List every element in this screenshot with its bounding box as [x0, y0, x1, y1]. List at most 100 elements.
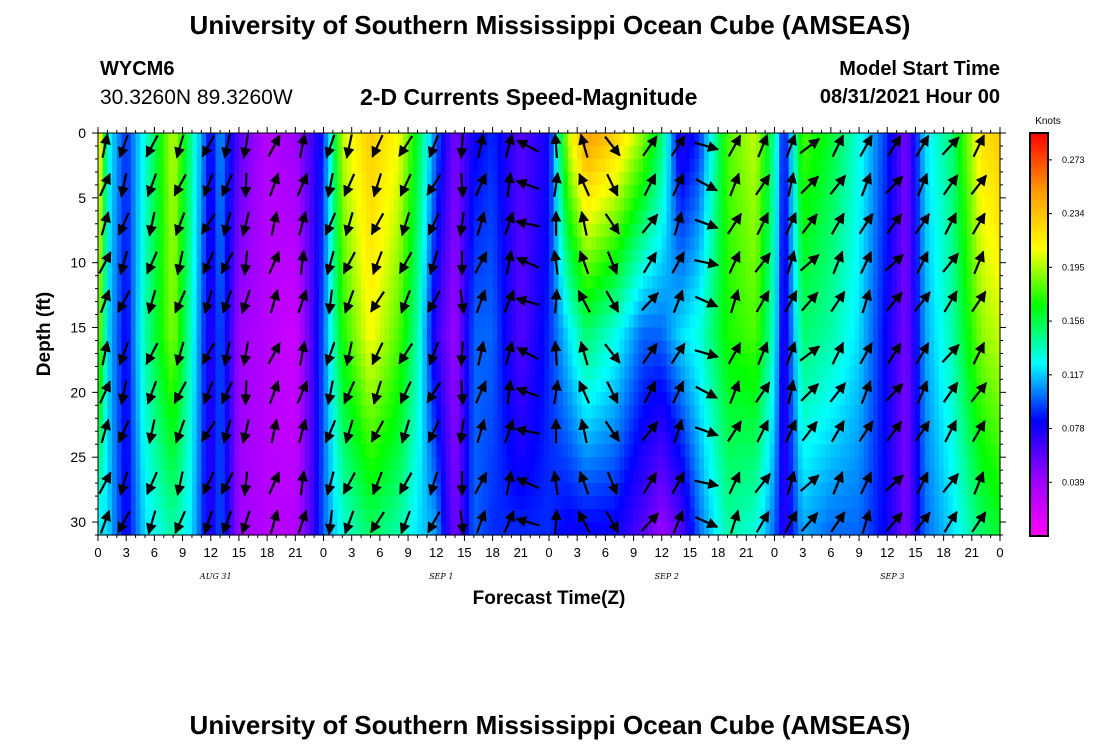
heatmap-cell: [751, 158, 757, 173]
heatmap-cell: [492, 340, 498, 355]
heatmap-cell: [520, 145, 527, 160]
heatmap-cell: [238, 327, 245, 342]
heatmap-cell: [107, 522, 113, 536]
heatmap-cell: [389, 483, 395, 497]
heatmap-cell: [492, 197, 498, 212]
heatmap-cell: [595, 405, 602, 419]
heatmap-cell: [666, 418, 672, 432]
heatmap-cell: [163, 133, 170, 147]
heatmap-cell: [497, 353, 503, 368]
heatmap-cell: [356, 379, 362, 393]
heatmap-cell: [238, 405, 245, 419]
heatmap-cell: [638, 171, 644, 186]
heatmap-cell: [154, 158, 160, 173]
heatmap-cell: [422, 431, 428, 445]
heatmap-cell: [196, 197, 202, 212]
heatmap-cell: [379, 249, 386, 264]
heatmap-cell: [300, 236, 306, 251]
heatmap-cell: [455, 184, 461, 199]
heatmap-cell: [304, 496, 311, 510]
heatmap-cell: [741, 288, 747, 303]
heatmap-cell: [412, 236, 419, 251]
heatmap-cell: [727, 275, 733, 290]
heatmap-cell: [821, 301, 827, 316]
heatmap-cell: [140, 366, 146, 380]
heatmap-cell: [177, 444, 184, 458]
heatmap-cell: [422, 496, 428, 510]
heatmap-cell: [502, 249, 508, 264]
heatmap-cell: [445, 184, 451, 199]
heatmap-cell: [168, 496, 174, 510]
heatmap-cell: [722, 366, 729, 380]
heatmap-cell: [135, 145, 141, 160]
heatmap-cell: [253, 327, 259, 342]
heatmap-cell: [168, 275, 174, 290]
heatmap-cell: [807, 457, 813, 471]
heatmap-cell: [624, 457, 630, 471]
heatmap-cell: [520, 288, 527, 303]
model-start-value: 08/31/2021 Hour 00: [819, 86, 1000, 108]
heatmap-cell: [234, 275, 240, 290]
heatmap-cell: [619, 314, 625, 329]
heatmap-cell: [502, 223, 508, 238]
heatmap-cell: [356, 457, 362, 471]
heatmap-cell: [408, 496, 414, 510]
heatmap-cell: [436, 392, 442, 406]
heatmap-cell: [530, 522, 536, 536]
heatmap-cell: [530, 223, 536, 238]
heatmap-cell: [455, 379, 461, 393]
heatmap-cell: [704, 262, 710, 277]
heatmap-cell: [783, 444, 790, 458]
heatmap-cell: [281, 275, 287, 290]
heatmap-cell: [144, 236, 151, 251]
heatmap-cell: [248, 483, 254, 497]
heatmap-cell: [149, 405, 155, 419]
heatmap-cell: [633, 353, 639, 368]
heatmap-cell: [304, 184, 311, 199]
heatmap-cell: [379, 262, 386, 277]
heatmap-cell: [511, 431, 517, 445]
heatmap-cell: [783, 457, 790, 471]
heatmap-cell: [713, 405, 719, 419]
heatmap-cell: [624, 366, 630, 380]
heatmap-cell: [187, 275, 193, 290]
heatmap-cell: [718, 262, 724, 277]
heatmap-cell: [563, 197, 569, 212]
heatmap-cell: [426, 210, 433, 225]
heatmap-cell: [351, 197, 357, 212]
heatmap-cell: [520, 457, 527, 471]
heatmap-cell: [812, 301, 818, 316]
heatmap-cell: [642, 509, 649, 523]
heatmap-cell: [746, 457, 752, 471]
heatmap-cell: [652, 275, 658, 290]
heatmap-cell: [736, 301, 743, 316]
heatmap-cell: [563, 483, 569, 497]
heatmap-cell: [469, 223, 475, 238]
heatmap-cell: [318, 483, 325, 497]
heatmap-cell: [440, 210, 447, 225]
heatmap-cell: [473, 197, 480, 212]
heatmap-cell: [417, 275, 423, 290]
heatmap-cell: [393, 366, 400, 380]
heatmap-cell: [732, 496, 738, 510]
heatmap-cell: [530, 249, 536, 264]
heatmap-cell: [403, 418, 409, 432]
heatmap-cell: [633, 379, 639, 393]
heatmap-cell: [558, 171, 564, 186]
heatmap-cell: [685, 483, 691, 497]
heatmap-cell: [295, 171, 301, 186]
heatmap-cell: [713, 379, 719, 393]
heatmap-cell: [802, 522, 808, 536]
heatmap-cell: [628, 392, 635, 406]
heatmap-cell: [816, 431, 823, 445]
heatmap-cell: [220, 236, 226, 251]
heatmap-cell: [722, 496, 729, 510]
heatmap-cell: [657, 353, 663, 368]
heatmap-cell: [389, 405, 395, 419]
heatmap-cell: [553, 457, 559, 471]
heatmap-cell: [685, 236, 691, 251]
heatmap-cell: [248, 470, 254, 484]
heatmap-cell: [530, 262, 536, 277]
heatmap-cell: [379, 366, 386, 380]
heatmap-cell: [572, 509, 578, 523]
